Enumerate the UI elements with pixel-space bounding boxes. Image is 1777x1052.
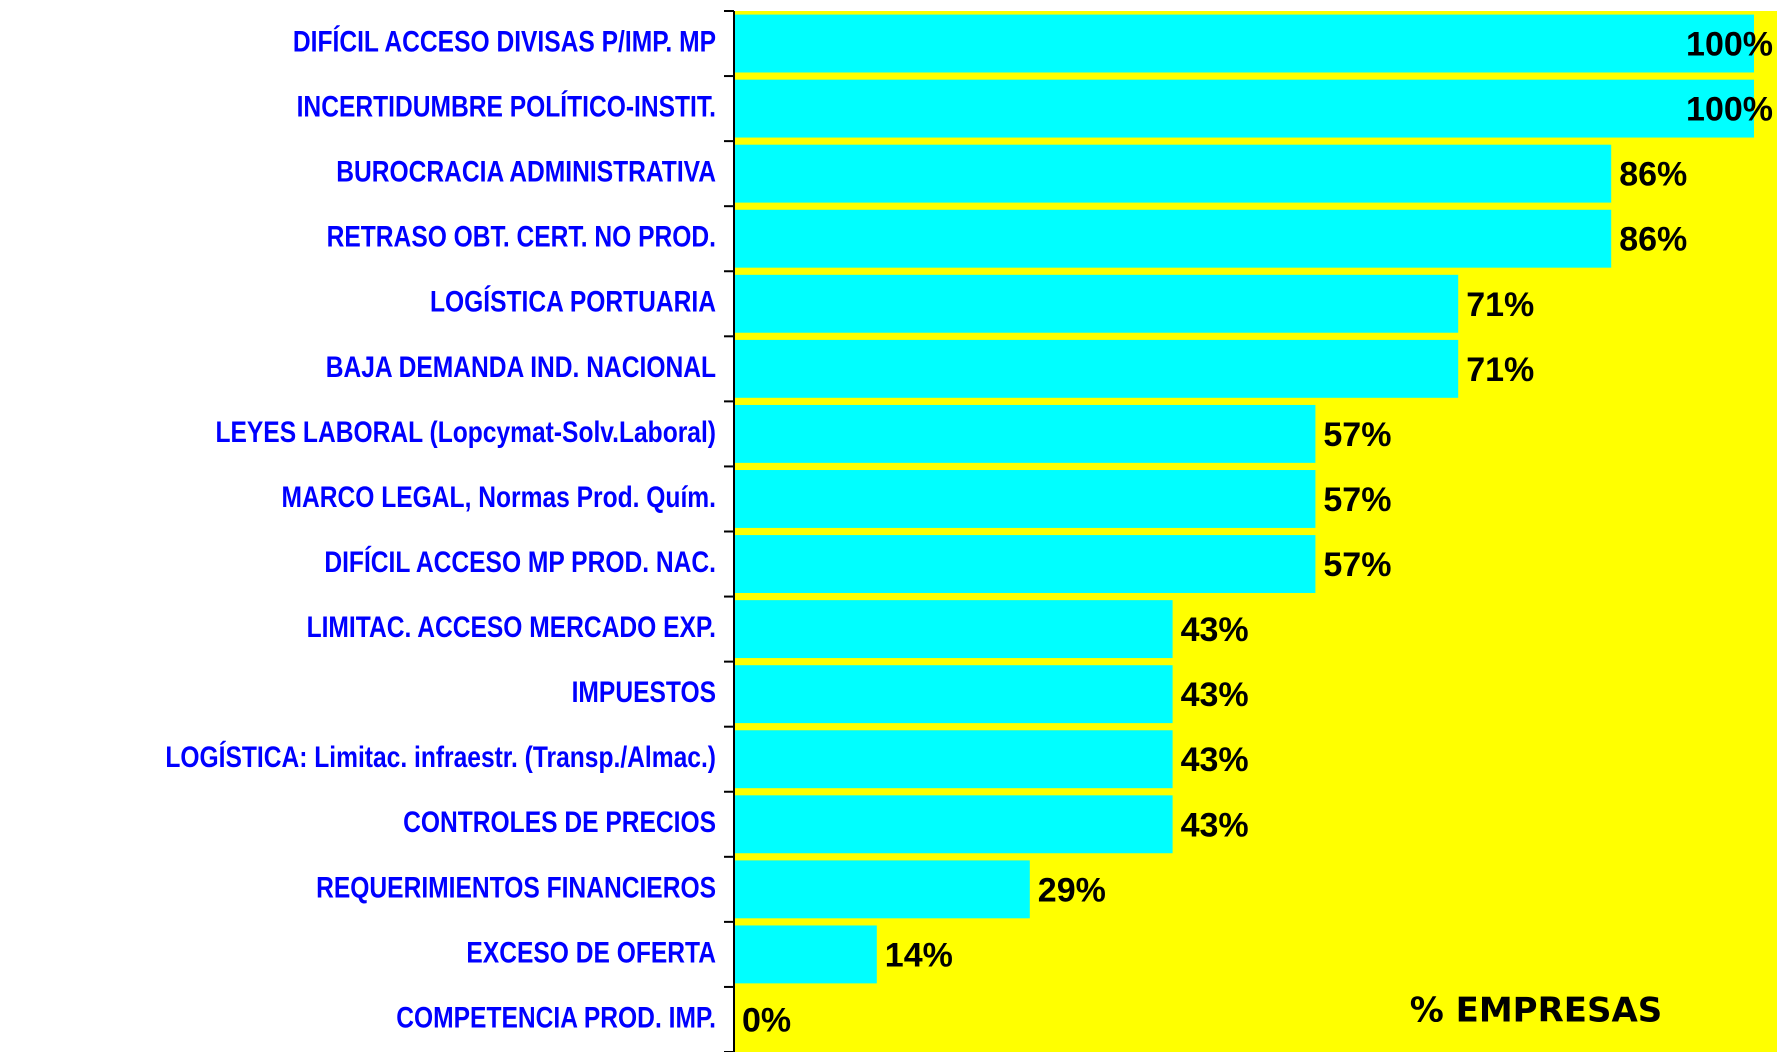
bar (734, 600, 1173, 659)
value-label: 0% (742, 1001, 791, 1039)
bar (734, 470, 1316, 528)
category-label: DIFÍCIL ACCESO MP PROD. NAC. (324, 545, 716, 579)
bar (734, 795, 1173, 854)
value-label: 43% (1181, 611, 1249, 649)
value-label: 43% (1181, 676, 1249, 714)
value-label: 43% (1181, 741, 1249, 779)
bar (734, 339, 1459, 398)
category-label: CONTROLES DE PRECIOS (403, 805, 716, 839)
value-label: 100% (1686, 26, 1773, 64)
value-label: 43% (1181, 806, 1249, 844)
value-label: 86% (1619, 156, 1687, 194)
category-label: INCERTIDUMBRE POLÍTICO-INSTIT. (297, 89, 716, 123)
bar (734, 79, 1754, 138)
category-label: BAJA DEMANDA IND. NACIONAL (326, 349, 716, 383)
bar (734, 860, 1030, 919)
value-label: 71% (1466, 351, 1534, 389)
value-label: 57% (1323, 416, 1391, 454)
category-label: LIMITAC. ACCESO MERCADO EXP. (307, 610, 716, 644)
annotation: % EMPRESAS (1410, 991, 1663, 1031)
value-label: 86% (1619, 221, 1687, 259)
bar (734, 404, 1316, 463)
value-label: 71% (1466, 286, 1534, 324)
bar (734, 535, 1316, 593)
bar (734, 730, 1173, 789)
value-label: 29% (1038, 871, 1106, 909)
bar (734, 209, 1612, 268)
category-label: MARCO LEGAL, Normas Prod. Quím. (282, 480, 716, 514)
bar (734, 14, 1754, 73)
category-label: IMPUESTOS (572, 675, 716, 709)
bar (734, 274, 1459, 333)
category-label: BUROCRACIA ADMINISTRATIVA (336, 154, 716, 188)
value-label: 14% (885, 936, 953, 974)
bar (734, 665, 1173, 724)
category-label: LEYES LABORAL (Lopcymat-Solv.Laboral) (215, 414, 716, 448)
category-label: LOGÍSTICA: Limitac. infraestr. (Transp./… (165, 740, 716, 774)
bar (734, 925, 877, 984)
value-label: 57% (1323, 481, 1391, 519)
value-label: 100% (1686, 91, 1773, 129)
bar (734, 144, 1612, 203)
category-label: COMPETENCIA PROD. IMP. (396, 1000, 716, 1034)
category-label: EXCESO DE OFERTA (466, 935, 716, 969)
category-label: RETRASO OBT. CERT. NO PROD. (327, 219, 716, 253)
value-label: 57% (1323, 546, 1391, 584)
category-labels: DIFÍCIL ACCESO DIVISAS P/IMP. MP INCERTID… (165, 24, 716, 1034)
category-label: LOGÍSTICA PORTUARIA (430, 284, 716, 318)
category-label: REQUERIMIENTOS FINANCIEROS (316, 870, 716, 904)
category-label: DIFÍCIL ACCESO DIVISAS P/IMP. MP (293, 24, 716, 58)
